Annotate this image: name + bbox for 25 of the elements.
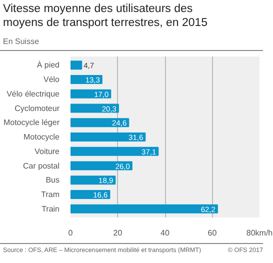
bar (70, 89, 112, 98)
x-tick-label: 0 (68, 228, 74, 238)
bar (70, 204, 218, 214)
y-tick-label: Voiture (34, 146, 60, 156)
x-tick-label: 80km/h (246, 228, 273, 238)
y-tick-label: Motocycle (23, 132, 60, 142)
y-tick-label: Vélo électrique (6, 89, 60, 98)
x-tick-label: 60 (208, 228, 218, 238)
chart-subtitle: En Suisse (0, 36, 263, 52)
y-tick-label: Train (42, 204, 60, 214)
x-tick-label: 20 (113, 228, 123, 238)
y-tick-label: Car postal (23, 161, 60, 170)
y-tick-label: Motocycle léger (3, 118, 60, 128)
chart-title: Vitesse moyenne des utilisateurs des moyens de transport terrestres, en 2015 (2, 2, 209, 30)
bar (70, 132, 146, 142)
bar (70, 118, 130, 128)
x-tick-label: 40 (160, 228, 170, 238)
bar (70, 176, 116, 185)
y-tick-label: Vélo (43, 75, 60, 84)
bar (70, 60, 82, 70)
y-tick-label: À pied (36, 60, 60, 70)
y-tick-label: Bus (46, 176, 60, 185)
y-tick-label: Tram (41, 190, 60, 199)
bar (70, 146, 159, 156)
y-tick-label: Cyclomoteur (14, 104, 60, 113)
